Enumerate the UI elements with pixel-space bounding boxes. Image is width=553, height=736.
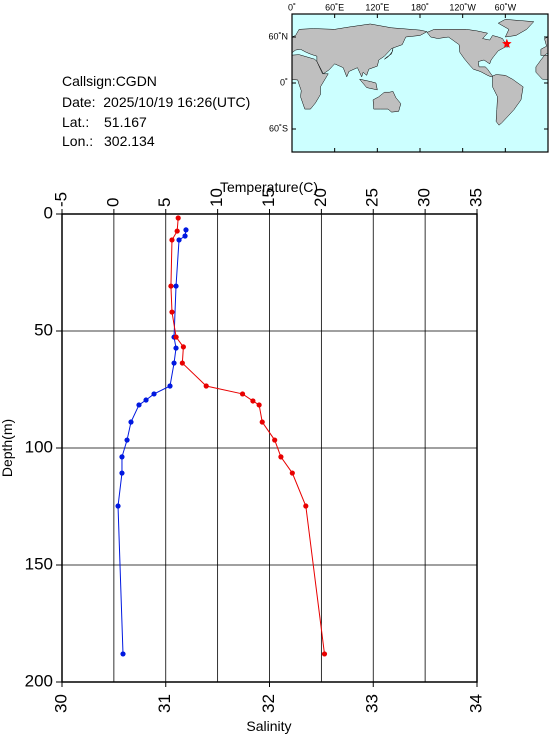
x2-tick-label: 15: [259, 188, 278, 207]
map-x-tick-label: 60˚W: [495, 2, 517, 12]
continent: [384, 48, 394, 60]
continent: [540, 36, 548, 56]
profile-point: [321, 651, 328, 657]
y-tick-label: 100: [25, 437, 53, 456]
profile-point: [169, 237, 175, 243]
x2-tick-label: -5: [51, 192, 70, 207]
profile-point: [119, 454, 125, 460]
lon-value: 302.134: [104, 133, 155, 149]
profile-point: [259, 419, 265, 425]
map-x-tick-label: 120˚W: [449, 2, 476, 12]
profile-point: [272, 437, 278, 443]
continent: [426, 29, 509, 78]
continent: [292, 23, 428, 78]
profile-point: [180, 344, 186, 350]
profile-point: [203, 383, 209, 389]
profile-point: [124, 437, 130, 443]
profile-point: [167, 383, 173, 389]
continent: [372, 91, 402, 113]
continent: [535, 54, 548, 80]
profile-point: [176, 237, 182, 243]
profile-point: [128, 419, 134, 425]
profile-point: [239, 391, 246, 397]
profile-point: [171, 360, 177, 366]
map-y-tick-label: 60˚S: [269, 123, 288, 133]
x2-axis-title: Temperature(C): [220, 179, 318, 195]
continent: [358, 78, 378, 91]
map-x-tick-label: 120˚E: [365, 2, 389, 12]
map-x-tick-label: 180˚: [411, 2, 429, 12]
profile-point: [143, 397, 149, 403]
x2-tick-label: 0: [103, 198, 122, 207]
continent: [492, 74, 524, 126]
x-axis-title: Salinity: [246, 718, 291, 734]
map-y-tick-label: 60˚N: [268, 31, 288, 41]
profile-point: [173, 283, 179, 289]
profile-point: [175, 215, 181, 221]
profile-point: [120, 651, 126, 657]
y-tick-label: 150: [25, 554, 53, 573]
profile-point: [173, 345, 179, 351]
x2-tick-label: 35: [466, 188, 485, 207]
profile-point: [183, 227, 189, 233]
profile-point: [151, 391, 157, 397]
x2-tick-label: 30: [415, 188, 434, 207]
profile-point: [179, 360, 185, 366]
profile-point: [119, 470, 125, 476]
map-land: [292, 19, 548, 126]
x-tick-label: 30: [51, 694, 70, 713]
x-tick-label: 31: [155, 694, 174, 713]
date: Date: 2025/10/19 16:26(UTC): [62, 94, 250, 110]
profile-point: [136, 402, 142, 408]
x2-tick-label: 5: [155, 198, 174, 207]
y-tick-label: 50: [34, 320, 53, 339]
x-tick-label: 32: [259, 694, 278, 713]
x2-tick-label: 10: [207, 188, 226, 207]
y-axis-title: Depth(m): [0, 419, 15, 477]
profile-point: [174, 228, 180, 234]
map-x-tick-label: 0˚: [288, 2, 296, 12]
profile-point: [182, 233, 188, 239]
profile-point: [169, 309, 175, 315]
callsign: Callsign:CGDN: [62, 73, 157, 89]
x2-tick-label: 25: [363, 188, 382, 207]
map-x-tick-label: 60˚E: [325, 2, 344, 12]
profile-point: [289, 470, 295, 476]
profile-point: [168, 283, 174, 289]
y-tick-label: 0: [44, 203, 53, 222]
profile-point: [115, 503, 121, 509]
y-tick-label: 200: [25, 671, 53, 690]
profile-point: [250, 398, 256, 404]
profile-line: [170, 217, 325, 654]
lat-value: 51.167: [104, 114, 147, 130]
profile-point: [256, 402, 262, 408]
continent: [497, 19, 535, 38]
continent: [292, 54, 329, 110]
map-y-tick-label: 0˚: [280, 77, 288, 87]
x-tick-label: 33: [363, 694, 382, 713]
profile-point: [303, 503, 309, 509]
profile-point: [173, 334, 179, 340]
x2-tick-label: 20: [311, 188, 330, 207]
lat-label: Lat.:: [62, 114, 89, 130]
lon-label: Lon.:: [62, 133, 93, 149]
x-tick-label: 34: [466, 694, 485, 713]
station-marker: [502, 38, 512, 48]
profile-point: [278, 454, 284, 460]
